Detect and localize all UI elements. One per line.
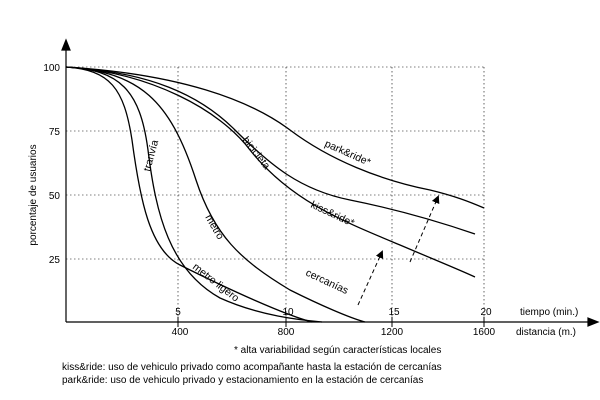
curve-label-kiss-ride: kiss&ride* xyxy=(309,199,356,230)
curve-tranvia xyxy=(65,66,323,323)
x-time-tick-label: 5 xyxy=(175,307,181,318)
notes: * alta variabilidad según característica… xyxy=(62,344,592,387)
x-time-tick-label: 15 xyxy=(388,307,400,318)
grid xyxy=(66,66,485,322)
y-tick-label: 25 xyxy=(49,255,61,266)
y-tick-label: 100 xyxy=(43,63,60,74)
definition-kiss-ride: kiss&ride: uso de vehiculo privado como … xyxy=(62,362,442,373)
arrow-kiss-park-icon xyxy=(409,195,440,263)
x-distance-tick-label: 1200 xyxy=(381,327,404,338)
footnote: * alta variabilidad según característica… xyxy=(234,345,442,356)
x-axis-title-distance: distancia (m.) xyxy=(516,327,576,338)
y-axis-title: porcentaje de usuarios xyxy=(28,144,39,245)
x-axis-arrow-icon xyxy=(587,317,600,327)
curve-bicicleta xyxy=(65,66,476,278)
arrows xyxy=(357,195,440,306)
y-axis-arrow-icon xyxy=(61,38,71,51)
x-axis-title-time: tiempo (min.) xyxy=(520,307,578,318)
x-ticks xyxy=(177,317,485,327)
y-tick-label: 75 xyxy=(49,127,61,138)
curve-park-ride xyxy=(65,66,485,209)
curve-label-metro-ligero: metro ligero xyxy=(190,261,241,305)
arrow-cercanias-icon xyxy=(357,250,384,306)
y-tick-label: 50 xyxy=(49,191,61,202)
x-distance-tick-label: 1600 xyxy=(473,327,496,338)
x-distance-tick-label: 400 xyxy=(172,327,189,338)
curve-metro-ligero xyxy=(65,66,313,323)
curve-label-tranvia: tranvía xyxy=(141,139,161,173)
curve-label-bicicleta: bicicleta xyxy=(240,134,273,171)
x-time-tick-label: 10 xyxy=(282,307,294,318)
x-distance-tick-label: 800 xyxy=(278,327,295,338)
curve-metro xyxy=(65,66,366,323)
definition-park-ride: park&ride: uso de vehiculo privado y est… xyxy=(62,375,424,386)
x-time-tick-label: 20 xyxy=(480,307,492,318)
curve-label-metro: metro xyxy=(202,213,226,242)
curve-label-cercanias: cercanías xyxy=(304,267,350,297)
curves xyxy=(65,66,485,323)
curve-kiss-ride xyxy=(65,66,476,235)
axes xyxy=(61,38,600,327)
